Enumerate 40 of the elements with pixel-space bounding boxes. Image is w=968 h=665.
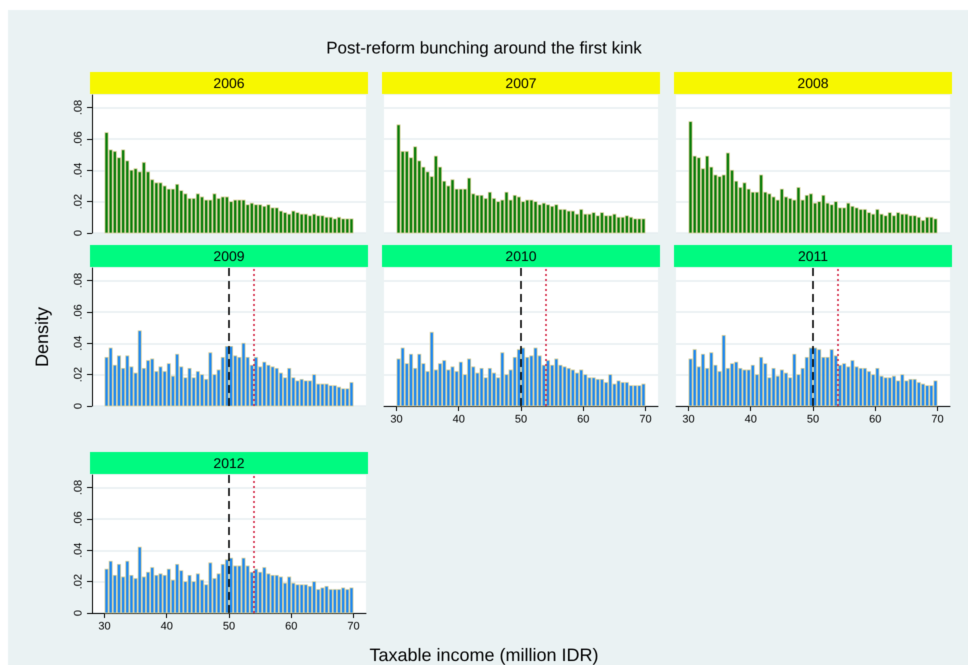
chart-title: 2007 [505,75,537,91]
y-tick-label: .02 [72,574,84,590]
y-axis-title: Density [32,306,52,368]
x-tick-label: 60 [869,414,882,426]
x-tick-label: 50 [222,620,236,632]
x-tick-label: 50 [514,414,528,426]
y-tick-label: .04 [72,542,84,558]
x-tick-label: 50 [806,414,820,426]
x-tick-label: 30 [98,620,111,632]
y-tick-label: 0 [72,610,84,616]
chart-title: 2010 [505,248,537,264]
chart-title: 2006 [213,75,245,91]
x-tick-label: 40 [160,620,173,632]
x-axis-title: Taxable income (million IDR) [369,645,599,665]
chart-title: 2009 [213,248,245,264]
y-tick-label: .08 [72,480,84,496]
chart-title: 2012 [213,455,245,471]
x-tick-label: 30 [390,414,403,426]
x-tick-label: 70 [931,414,944,426]
y-tick-label: .06 [72,131,84,147]
x-tick-label: 30 [682,414,695,426]
y-tick-label: 0 [72,402,84,410]
y-tick-label: .02 [72,366,84,382]
y-tick-label: .06 [72,304,84,320]
chart-title: 2008 [797,75,829,91]
y-tick-label: 0 [72,230,84,236]
y-tick-label: .08 [72,100,84,116]
y-tick-label: .02 [72,194,84,210]
y-tick-label: .04 [72,336,84,351]
x-tick-label: 60 [577,414,590,426]
x-tick-label: 70 [639,414,652,426]
text: Post-reform bunching around the first kink [326,38,642,58]
y-tick-label: .06 [72,511,84,527]
chart-title: 2011 [798,248,828,264]
x-tick-label: 60 [285,620,298,632]
y-tick-label: .04 [72,162,84,178]
x-tick-label: 40 [744,414,757,426]
y-tick-label: .08 [72,272,84,288]
x-tick-label: 70 [347,620,360,632]
x-tick-label: 40 [452,414,465,426]
